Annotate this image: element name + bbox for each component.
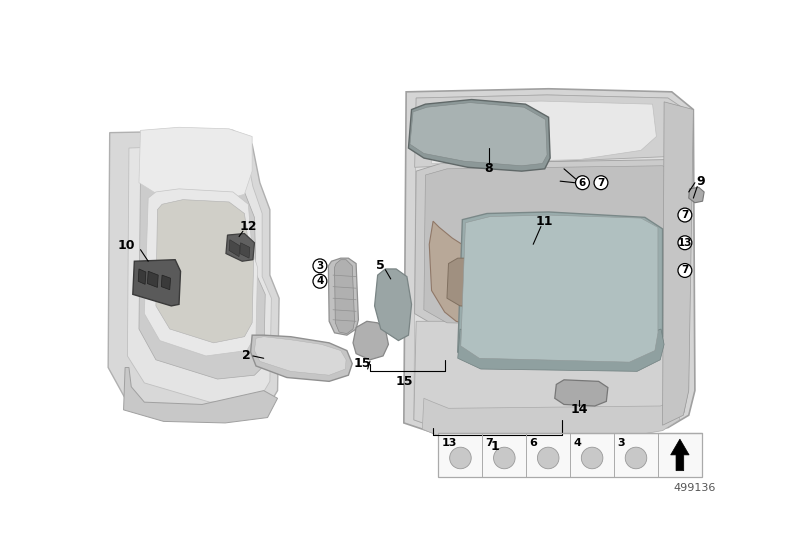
Circle shape bbox=[575, 176, 590, 190]
Polygon shape bbox=[689, 187, 704, 203]
Text: 9: 9 bbox=[697, 175, 706, 188]
Polygon shape bbox=[144, 189, 258, 356]
Polygon shape bbox=[430, 221, 518, 328]
Polygon shape bbox=[414, 95, 689, 167]
Circle shape bbox=[494, 447, 515, 469]
Text: 7: 7 bbox=[682, 265, 689, 276]
Text: 11: 11 bbox=[536, 214, 554, 228]
Text: 3: 3 bbox=[617, 437, 625, 447]
Polygon shape bbox=[139, 158, 266, 379]
Polygon shape bbox=[334, 260, 354, 334]
Circle shape bbox=[678, 208, 692, 222]
Circle shape bbox=[450, 447, 471, 469]
Circle shape bbox=[582, 447, 603, 469]
Polygon shape bbox=[250, 335, 352, 381]
Polygon shape bbox=[127, 144, 271, 402]
Text: 3: 3 bbox=[316, 261, 323, 271]
Polygon shape bbox=[108, 130, 279, 418]
Polygon shape bbox=[404, 88, 695, 435]
Polygon shape bbox=[123, 367, 278, 423]
Text: 2: 2 bbox=[242, 349, 251, 362]
Polygon shape bbox=[458, 329, 664, 371]
Polygon shape bbox=[133, 260, 181, 306]
Circle shape bbox=[313, 274, 327, 288]
Text: 12: 12 bbox=[239, 220, 257, 233]
Polygon shape bbox=[431, 101, 656, 164]
Circle shape bbox=[538, 447, 559, 469]
Circle shape bbox=[678, 264, 692, 277]
Polygon shape bbox=[138, 269, 146, 284]
Circle shape bbox=[594, 176, 608, 190]
Text: 15: 15 bbox=[354, 357, 371, 370]
Polygon shape bbox=[147, 271, 158, 287]
Polygon shape bbox=[422, 398, 679, 438]
Polygon shape bbox=[409, 100, 550, 171]
Polygon shape bbox=[662, 102, 694, 425]
Polygon shape bbox=[414, 318, 687, 431]
Polygon shape bbox=[424, 166, 679, 326]
Text: 13: 13 bbox=[678, 238, 692, 248]
Circle shape bbox=[678, 236, 692, 250]
Polygon shape bbox=[374, 269, 411, 340]
Text: 499136: 499136 bbox=[674, 483, 716, 493]
Text: 15: 15 bbox=[396, 375, 414, 388]
Polygon shape bbox=[458, 212, 662, 367]
Polygon shape bbox=[554, 380, 608, 406]
Polygon shape bbox=[410, 102, 547, 166]
Text: 6: 6 bbox=[579, 178, 586, 188]
Text: 4: 4 bbox=[316, 276, 323, 286]
Text: 5: 5 bbox=[376, 259, 385, 272]
Polygon shape bbox=[229, 240, 240, 256]
Text: 6: 6 bbox=[530, 437, 538, 447]
Polygon shape bbox=[414, 160, 687, 333]
Polygon shape bbox=[461, 215, 658, 362]
Polygon shape bbox=[353, 321, 389, 360]
Polygon shape bbox=[328, 258, 358, 335]
Text: 1: 1 bbox=[490, 440, 499, 452]
Circle shape bbox=[626, 447, 646, 469]
Text: 14: 14 bbox=[570, 403, 588, 416]
FancyBboxPatch shape bbox=[438, 433, 702, 477]
Polygon shape bbox=[162, 275, 170, 290]
Text: 10: 10 bbox=[118, 239, 135, 253]
Text: 8: 8 bbox=[484, 162, 493, 175]
Polygon shape bbox=[240, 242, 250, 258]
Text: 7: 7 bbox=[682, 210, 689, 220]
Circle shape bbox=[313, 259, 327, 273]
Text: 4: 4 bbox=[574, 437, 581, 447]
Polygon shape bbox=[139, 127, 252, 204]
Polygon shape bbox=[670, 439, 689, 470]
Polygon shape bbox=[447, 258, 494, 307]
Polygon shape bbox=[156, 199, 254, 343]
Text: 7: 7 bbox=[598, 178, 605, 188]
Text: 7: 7 bbox=[486, 437, 494, 447]
Text: 13: 13 bbox=[442, 437, 457, 447]
Polygon shape bbox=[414, 95, 689, 431]
Polygon shape bbox=[226, 234, 254, 261]
Polygon shape bbox=[254, 337, 346, 375]
